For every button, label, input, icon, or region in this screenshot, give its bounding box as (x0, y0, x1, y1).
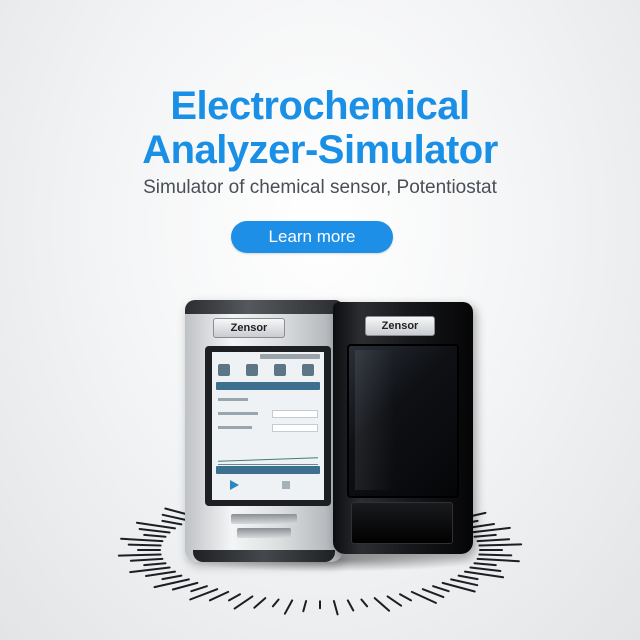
screen-row-label (218, 426, 252, 429)
screen-gear-icon (302, 364, 314, 376)
black-device-screen (347, 344, 459, 498)
silver-analyzer-device: Zensor (185, 300, 343, 562)
ray-line (138, 528, 171, 534)
ray-line (399, 593, 412, 602)
screen-row-value (272, 410, 318, 418)
headline-line-2: Analyzer-Simulator (142, 128, 498, 172)
silver-device-port (237, 528, 291, 538)
ray-line (283, 599, 294, 615)
silver-device-bottom-cap (193, 550, 335, 562)
screen-status-bar (260, 354, 320, 359)
screen-header-bar (216, 382, 320, 390)
ray-line (373, 597, 391, 612)
ray-line (117, 553, 162, 557)
ray-line (360, 598, 369, 608)
learn-more-button[interactable]: Learn more (231, 221, 393, 253)
ray-line (208, 590, 230, 602)
screen-file-icon (246, 364, 258, 376)
ray-line (143, 533, 167, 538)
ray-line (421, 588, 445, 599)
black-device-bottom-panel (351, 502, 453, 544)
ray-line (153, 578, 190, 589)
screen-home-icon (218, 364, 230, 376)
ray-line (476, 557, 520, 563)
headline-line-1: Electrochemical (170, 84, 470, 128)
ray-line (161, 519, 183, 526)
ray-line (478, 543, 523, 547)
ray-line (450, 578, 479, 587)
ray-line (135, 521, 176, 530)
ray-line (161, 513, 190, 522)
ray-line (473, 533, 497, 538)
screen-footer-bar (216, 466, 320, 474)
ray-line (129, 557, 164, 562)
ray-line (171, 581, 199, 591)
screen-plot (218, 450, 318, 465)
ray-line (476, 538, 511, 543)
ray-line (271, 598, 280, 608)
ray-line (410, 590, 437, 604)
ray-line (143, 562, 167, 567)
ray-line (145, 570, 176, 577)
ray-line (478, 553, 513, 557)
subtitle: Simulator of chemical sensor, Potentiost… (143, 177, 497, 198)
ray-line (189, 588, 219, 601)
ray-line (127, 543, 162, 547)
ray-line (228, 593, 241, 602)
ray-line (332, 600, 339, 616)
ray-line (464, 570, 505, 579)
black-analyzer-device: Zensor (333, 302, 473, 554)
screen-play-icon (230, 480, 239, 490)
ray-line (233, 595, 254, 610)
screen-row-label (218, 398, 248, 401)
ray-line (469, 526, 511, 534)
ray-line (469, 566, 502, 572)
ray-line (432, 585, 450, 593)
screen-chart-icon (274, 364, 286, 376)
ray-line (253, 597, 267, 609)
silver-device-logo: Zensor (213, 318, 285, 338)
ray-line (120, 537, 164, 543)
screen-row-label (218, 412, 258, 415)
ray-line (302, 600, 308, 613)
device-touchscreen (212, 352, 324, 500)
silver-device-bezel (205, 346, 331, 506)
ray-line (457, 574, 479, 581)
ray-line (441, 581, 476, 593)
screen-row-value (272, 424, 318, 432)
silver-device-top-cap (185, 300, 343, 314)
silver-device-port (231, 514, 297, 524)
black-device-logo: Zensor (365, 316, 435, 336)
ray-line (473, 562, 497, 567)
ray-line (161, 574, 183, 581)
ray-line (190, 585, 208, 593)
screen-icon-row (218, 364, 318, 378)
ray-line (346, 599, 355, 612)
ray-line (129, 566, 171, 574)
ray-line (386, 595, 403, 607)
screen-stop-icon (282, 481, 290, 489)
